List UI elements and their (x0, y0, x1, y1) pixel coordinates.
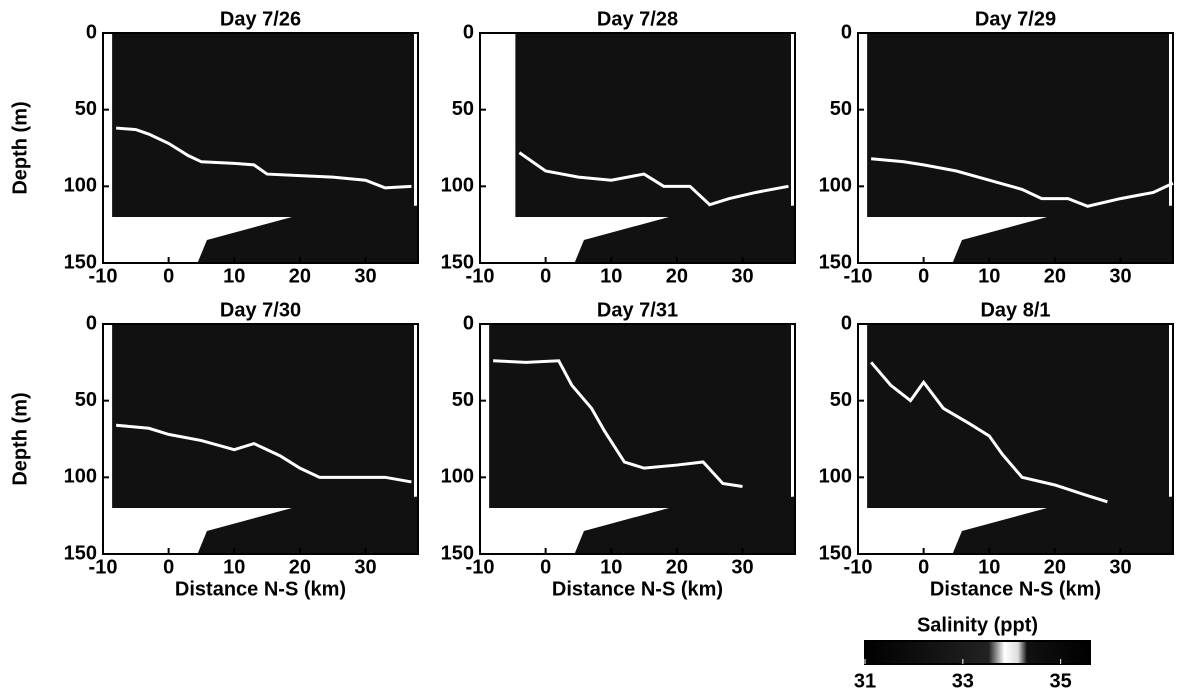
x-tick-label: 0 (540, 556, 551, 578)
interface-line (518, 151, 789, 207)
colorbar-tick-label: 31 (854, 670, 876, 692)
colorbar-title: Salinity (ppt) (917, 614, 1038, 636)
seabed (952, 205, 1173, 263)
x-tick-label: 0 (163, 556, 174, 578)
y-tick-label: 50 (830, 389, 852, 411)
x-tick-label: 10 (600, 556, 622, 578)
y-tick-label: 0 (463, 21, 474, 43)
x-tick-label: 30 (1109, 556, 1131, 578)
panel-title: Day 7/29 (975, 8, 1056, 30)
y-tick-label: 0 (463, 312, 474, 334)
seabed (952, 496, 1173, 554)
x-tick-label: -10 (844, 265, 873, 287)
y-tick-label: 50 (75, 98, 97, 120)
y-tick-label: 150 (441, 542, 474, 564)
y-tick-label: 0 (841, 312, 852, 334)
section-field (867, 324, 1169, 508)
panel-title: Day 7/28 (597, 8, 678, 30)
x-tick-label: 20 (666, 556, 688, 578)
x-tick-label: -10 (844, 556, 873, 578)
y-tick-label: 50 (452, 389, 474, 411)
y-tick-label: 100 (819, 175, 852, 197)
x-axis-label: Distance N-S (km) (175, 578, 346, 600)
y-tick-label: 150 (64, 251, 97, 273)
x-tick-label: -10 (466, 265, 495, 287)
y-tick-label: 100 (819, 466, 852, 488)
x-tick-label: 20 (1044, 265, 1066, 287)
x-tick-label: 30 (731, 265, 753, 287)
x-tick-label: 30 (1109, 265, 1131, 287)
axes-frame (857, 32, 1174, 264)
panel-title: Day 8/1 (980, 299, 1050, 321)
panel-title: Day 7/31 (597, 299, 678, 321)
x-tick-label: 0 (918, 265, 929, 287)
axes-frame (857, 323, 1174, 555)
seabed (197, 205, 418, 263)
y-tick-label: 100 (64, 175, 97, 197)
x-tick-label: 0 (540, 265, 551, 287)
x-tick-label: -10 (466, 556, 495, 578)
section-field (489, 324, 791, 508)
seabed (197, 496, 418, 554)
interface-line (116, 126, 412, 190)
y-tick-label: 50 (75, 389, 97, 411)
axes-frame (102, 323, 419, 555)
colorbar (864, 640, 1091, 665)
y-tick-label: 100 (64, 466, 97, 488)
x-tick-label: -10 (89, 265, 118, 287)
interface-line (493, 359, 743, 489)
interface-line (115, 423, 412, 484)
y-tick-label: 0 (86, 21, 97, 43)
x-tick-label: 20 (289, 556, 311, 578)
x-tick-label: 20 (666, 265, 688, 287)
y-tick-label: 150 (819, 542, 852, 564)
x-tick-label: 30 (354, 265, 376, 287)
section-field (112, 324, 414, 508)
colorbar-tick-label: 35 (1050, 670, 1072, 692)
x-axis-label: Distance N-S (km) (930, 578, 1101, 600)
y-tick-label: 100 (441, 175, 474, 197)
y-tick-label: 150 (441, 251, 474, 273)
seabed (574, 496, 795, 554)
seabed (574, 205, 795, 263)
x-tick-label: 30 (354, 556, 376, 578)
y-tick-label: 100 (441, 466, 474, 488)
y-tick-label: 0 (86, 312, 97, 334)
panel-title: Day 7/30 (220, 299, 301, 321)
axes-frame (479, 323, 796, 555)
x-tick-label: 20 (1044, 556, 1066, 578)
colorbar-tick-label: 33 (952, 670, 974, 692)
x-tick-label: 10 (223, 265, 245, 287)
x-tick-label: 10 (978, 556, 1000, 578)
y-tick-label: 0 (841, 21, 852, 43)
x-tick-label: 20 (289, 265, 311, 287)
x-tick-label: 30 (731, 556, 753, 578)
y-axis-label: Depth (m) (9, 392, 31, 485)
interface-line (870, 157, 1174, 208)
y-tick-label: 150 (819, 251, 852, 273)
panel-title: Day 7/26 (220, 8, 301, 30)
y-tick-label: 50 (830, 98, 852, 120)
x-axis-label: Distance N-S (km) (552, 578, 723, 600)
x-tick-label: 10 (223, 556, 245, 578)
section-field (867, 33, 1169, 217)
axes-frame (479, 32, 796, 264)
x-tick-label: -10 (89, 556, 118, 578)
y-tick-label: 50 (452, 98, 474, 120)
y-axis-label: Depth (m) (9, 101, 31, 194)
x-tick-label: 10 (600, 265, 622, 287)
section-field (515, 33, 791, 217)
y-tick-label: 150 (64, 542, 97, 564)
axes-frame (102, 32, 419, 264)
section-field (112, 33, 414, 217)
x-tick-label: 0 (918, 556, 929, 578)
x-tick-label: 10 (978, 265, 1000, 287)
interface-line (869, 361, 1108, 504)
x-tick-label: 0 (163, 265, 174, 287)
